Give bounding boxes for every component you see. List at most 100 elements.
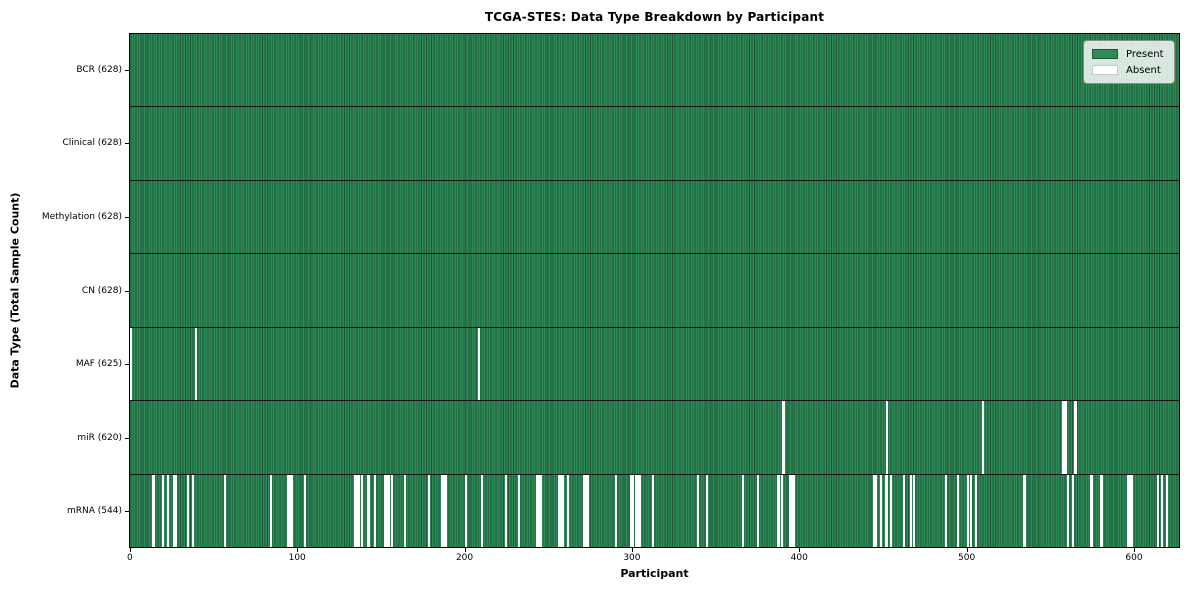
absent-mark [583, 474, 586, 547]
absent-mark [874, 474, 877, 547]
absent-mark [697, 474, 700, 547]
y-tick-mark [125, 511, 129, 513]
absent-mark [360, 474, 363, 547]
absent-mark [1130, 474, 1133, 547]
y-tick-mark [125, 290, 129, 292]
absent-mark [886, 474, 889, 547]
heatmap-row-bcr [130, 34, 1179, 107]
absent-mark [1061, 401, 1065, 474]
absent-mark [151, 474, 154, 547]
legend-item-absent: Absent [1092, 65, 1166, 76]
absent-mark [385, 474, 388, 547]
absent-mark [384, 474, 387, 547]
x-tick-label: 400 [790, 553, 808, 563]
absent-mark [790, 474, 793, 547]
absent-mark [1023, 474, 1026, 547]
absent-mark [387, 474, 390, 547]
legend-label-absent: Absent [1126, 64, 1161, 76]
absent-mark [404, 474, 407, 547]
x-tick-mark [799, 548, 801, 552]
y-tick-label: mRNA (544) [67, 506, 122, 517]
plot-area [129, 33, 1180, 548]
x-tick-label: 300 [623, 553, 641, 563]
x-tick-label: 500 [958, 553, 976, 563]
absent-mark [390, 474, 393, 547]
absent-mark [782, 401, 785, 474]
legend: Present Absent [1083, 40, 1175, 84]
y-tick-label: MAF (625) [75, 359, 122, 370]
absent-mark [374, 474, 377, 547]
present-swatch [1092, 49, 1118, 59]
absent-mark [536, 474, 539, 547]
x-tick-mark [297, 548, 299, 552]
absent-mark [538, 474, 541, 547]
y-tick-label: BCR (628) [76, 64, 122, 75]
absent-mark [913, 474, 916, 547]
absent-mark [444, 474, 447, 547]
absent-mark [464, 474, 467, 547]
absent-mark [481, 474, 484, 547]
absent-mark [195, 327, 198, 401]
x-tick-mark [1133, 548, 1135, 552]
absent-mark [357, 474, 360, 547]
absent-mark [615, 474, 618, 547]
absent-mark [1157, 474, 1160, 547]
legend-item-present: Present [1092, 49, 1166, 60]
absent-mark [956, 474, 959, 547]
y-tick-mark [125, 143, 129, 145]
absent-mark [354, 474, 357, 547]
absent-mark [427, 474, 430, 547]
x-tick-label: 600 [1125, 553, 1143, 563]
absent-mark [651, 474, 655, 547]
absent-mark [355, 474, 358, 547]
absent-mark [566, 474, 569, 547]
y-tick-label: miR (620) [77, 432, 122, 443]
absent-mark [884, 474, 887, 547]
absent-mark [539, 474, 542, 547]
absent-mark [559, 474, 563, 547]
absent-mark [630, 474, 633, 547]
x-tick-mark [631, 548, 633, 552]
absent-mark [974, 474, 978, 547]
heatmap-row-cn [130, 253, 1179, 327]
absent-mark [879, 474, 882, 547]
y-tick-label: CN (628) [81, 285, 122, 296]
absent-mark [290, 474, 293, 547]
absent-mark [1160, 474, 1163, 547]
absent-mark [174, 474, 178, 547]
absent-mark [153, 474, 156, 547]
heatmap-row-mir [130, 400, 1179, 474]
absent-mark [442, 474, 445, 547]
heatmap-row-mrna [130, 473, 1179, 547]
y-tick-label: Clinical (628) [62, 138, 122, 149]
absent-mark [504, 474, 507, 547]
absent-mark [518, 474, 521, 547]
heatmap-row-clinical [130, 106, 1179, 180]
absent-mark [223, 474, 226, 547]
y-tick-label: Methylation (628) [41, 211, 122, 222]
absent-mark [889, 474, 892, 547]
x-tick-label: 100 [288, 553, 306, 563]
absent-mark [288, 474, 291, 547]
chart-title: TCGA-STES: Data Type Breakdown by Partic… [484, 10, 825, 24]
absent-mark [944, 474, 947, 547]
x-tick-mark [464, 548, 466, 552]
absent-mark [1072, 474, 1075, 547]
x-tick-label: 0 [126, 553, 133, 563]
absent-mark [1075, 401, 1078, 474]
absent-mark [969, 474, 973, 547]
x-axis-label: Participant [620, 567, 689, 580]
absent-mark [789, 474, 792, 547]
absent-mark [981, 401, 984, 474]
absent-mark [966, 474, 969, 547]
absent-mark [303, 474, 306, 547]
absent-mark [1066, 474, 1070, 547]
absent-mark [1127, 474, 1130, 547]
legend-label-present: Present [1126, 48, 1164, 60]
absent-mark [742, 474, 745, 547]
absent-mark [367, 474, 370, 547]
absent-mark [886, 401, 889, 474]
absent-mark [130, 327, 132, 401]
absent-mark [1100, 474, 1103, 547]
